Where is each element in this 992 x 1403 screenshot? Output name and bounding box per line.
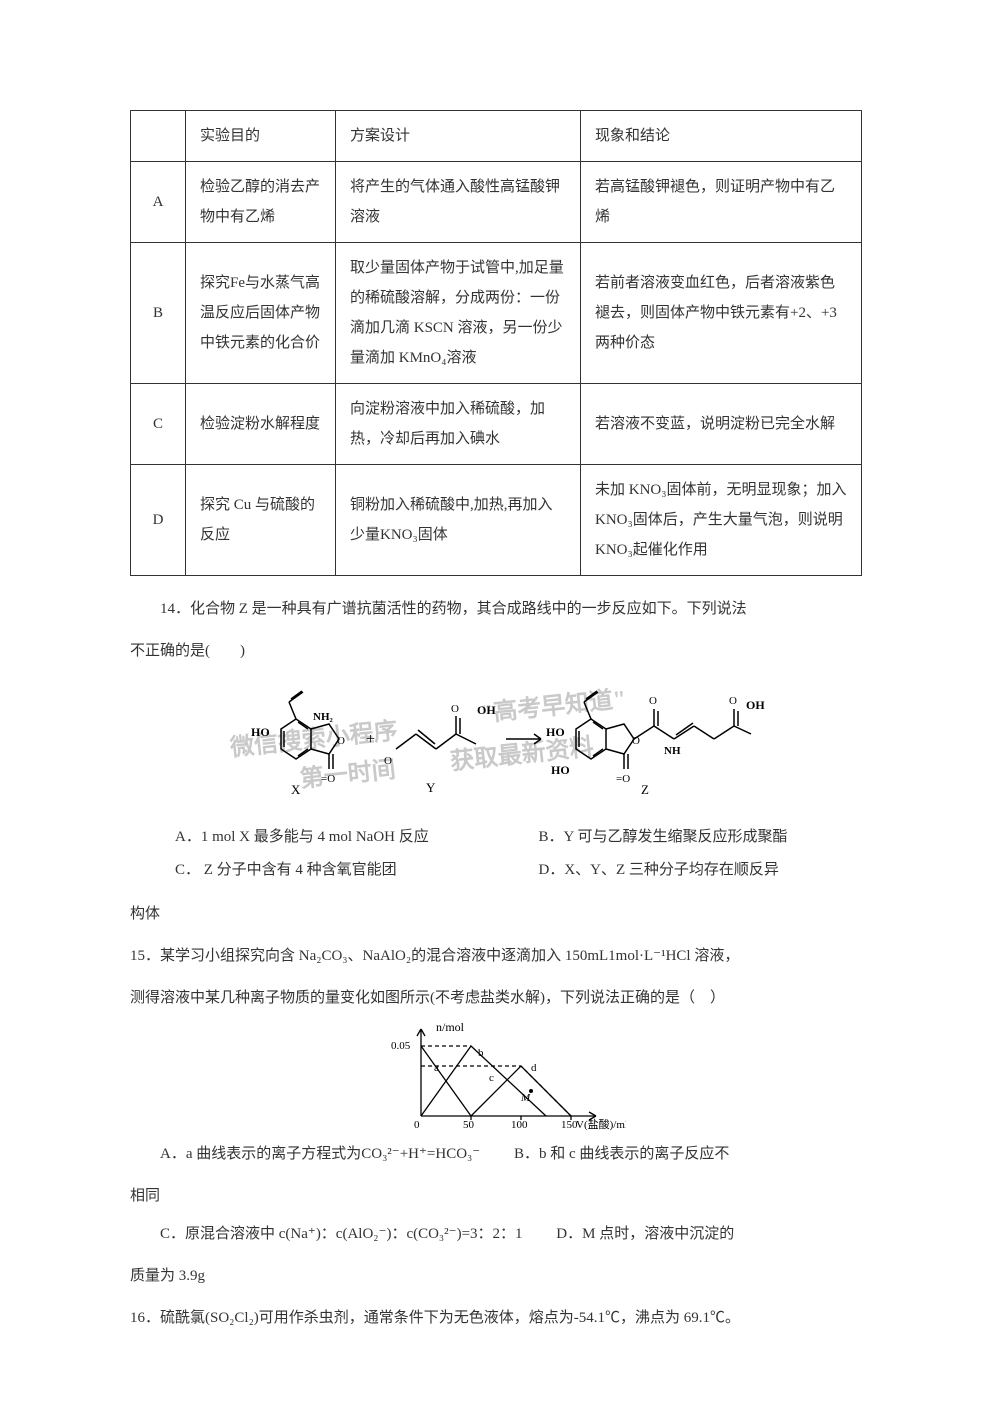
label-nh2: NH₂ — [313, 711, 334, 723]
label-o: =O — [321, 773, 335, 785]
q15-option-b: B．b 和 c 曲线表示的离子反应不 — [514, 1146, 729, 1162]
row-label: A — [131, 162, 186, 243]
row-design: 铜粉加入稀硫酸中,加热,再加入少量KNO₃固体 — [336, 465, 581, 576]
row-label: C — [131, 384, 186, 465]
q15-option-d: D．M 点时，溶液中沉淀的 — [556, 1226, 734, 1242]
row-purpose: 探究 Cu 与硫酸的反应 — [186, 465, 336, 576]
q15-option-c: C．原混合溶液中 c(Na⁺)：c(AlO₂⁻)：c(CO₃²⁻)=3：2：1 — [160, 1226, 523, 1242]
q15-stem2: 测得溶液中某几种离子物质的量变化如图所示(不考虑盐类水解)，下列说法正确的是（ … — [130, 983, 862, 1013]
graph-xtick: 0 — [414, 1119, 420, 1131]
graph-curve-label: a — [434, 1062, 439, 1074]
row-result: 若溶液不变蓝，说明淀粉已完全水解 — [581, 384, 862, 465]
label-o: O — [729, 695, 737, 707]
header-purpose: 实验目的 — [186, 111, 336, 162]
label-ho: HO — [251, 725, 270, 739]
graph-xtick: 100 — [511, 1119, 528, 1131]
q14-option-d: D．X、Y、Z 三种分子均存在顺反异 — [539, 854, 863, 887]
plus-sign: + — [366, 731, 375, 748]
header-label-cell — [131, 111, 186, 162]
label-z: Z — [641, 782, 649, 797]
q14-options-row1: A．1 mol X 最多能与 4 mol NaOH 反应 B．Y 可与乙醇发生缩… — [175, 821, 862, 854]
row-label: B — [131, 243, 186, 384]
table-row: D 探究 Cu 与硫酸的反应 铜粉加入稀硫酸中,加热,再加入少量KNO₃固体 未… — [131, 465, 862, 576]
q14-option-c: C． Z 分子中含有 4 种含氧官能团 — [175, 854, 499, 887]
label-o: O — [337, 735, 345, 747]
header-result: 现象和结论 — [581, 111, 862, 162]
q15-stem1: 15．某学习小组探究向含 Na₂CO₃、NaAlO₂的混合溶液中逐滴加入 150… — [130, 941, 862, 971]
graph-ylabel: n/mol — [436, 1021, 465, 1034]
graph-curve-label: d — [531, 1062, 537, 1074]
row-purpose: 探究Fe与水蒸气高温反应后固体产物中铁元素的化合价 — [186, 243, 336, 384]
label-o: O — [384, 755, 392, 767]
graph-point-m: M — [520, 1092, 531, 1104]
q14-option-b: B．Y 可与乙醇发生缩聚反应形成聚酯 — [539, 821, 863, 854]
row-label: D — [131, 465, 186, 576]
label-y: Y — [426, 780, 436, 795]
label-x: X — [291, 782, 301, 797]
label-o: O — [649, 695, 657, 707]
graph-ymax: 0.05 — [391, 1040, 411, 1052]
label-o: O — [451, 703, 459, 715]
row-design: 取少量固体产物于试管中,加足量的稀硫酸溶解，分成两份：一份滴加几滴 KSCN 溶… — [336, 243, 581, 384]
q15-option-b-cont: 相同 — [130, 1181, 862, 1211]
q14-options-row2: C． Z 分子中含有 4 种含氧官能团 D．X、Y、Z 三种分子均存在顺反异 — [175, 854, 862, 887]
row-purpose: 检验乙醇的消去产物中有乙烯 — [186, 162, 336, 243]
q14-diagram-container: "高考早知道" 微信搜索小程序 获取最新资料 第一时间 HO NH₂ O =O … — [130, 674, 862, 809]
label-ho: HO — [551, 763, 570, 777]
label-oh: OH — [477, 703, 496, 717]
graph-curve-label: c — [489, 1072, 494, 1084]
label-o: O — [632, 735, 640, 747]
experiment-table: 实验目的 方案设计 现象和结论 A 检验乙醇的消去产物中有乙烯 将产生的气体通入… — [130, 110, 862, 576]
label-oh: OH — [746, 698, 765, 712]
table-row: A 检验乙醇的消去产物中有乙烯 将产生的气体通入酸性高锰酸钾溶液 若高锰酸钾褪色… — [131, 162, 862, 243]
row-design: 将产生的气体通入酸性高锰酸钾溶液 — [336, 162, 581, 243]
header-design: 方案设计 — [336, 111, 581, 162]
q14-stem-line1: 14．化合物 Z 是一种具有广谱抗菌活性的药物，其合成路线中的一步反应如下。下列… — [130, 594, 862, 624]
graph-xlabel: V(盐酸)/mL — [576, 1117, 626, 1131]
row-design: 向淀粉溶液中加入稀硫酸，加热，冷却后再加入碘水 — [336, 384, 581, 465]
graph-curve-label: b — [478, 1047, 484, 1059]
table-row: B 探究Fe与水蒸气高温反应后固体产物中铁元素的化合价 取少量固体产物于试管中,… — [131, 243, 862, 384]
label-o: =O — [616, 773, 630, 785]
q15-option-line1: A．a 曲线表示的离子方程式为CO₃²⁻+H⁺=HCO₃⁻ B．b 和 c 曲线… — [130, 1139, 862, 1169]
graph-xtick: 50 — [463, 1119, 475, 1131]
row-result: 若前者溶液变血红色，后者溶液紫色褪去，则固体产物中铁元素有+2、+3 两种价态 — [581, 243, 862, 384]
q15-option-d-cont: 质量为 3.9g — [130, 1261, 862, 1291]
q16-stem: 16．硫酰氯(SO₂Cl₂)可用作杀虫剂，通常条件下为无色液体，熔点为-54.1… — [130, 1303, 862, 1333]
q14-stem-line2: 不正确的是( ) — [130, 636, 862, 666]
label-ho: HO — [546, 725, 565, 739]
row-result: 未加 KNO₃固体前，无明显现象；加入 KNO₃固体后，产生大量气泡，则说明KN… — [581, 465, 862, 576]
row-purpose: 检验淀粉水解程度 — [186, 384, 336, 465]
q14-option-d-cont: 构体 — [130, 899, 862, 929]
q15-option-a: A．a 曲线表示的离子方程式为CO₃²⁻+H⁺=HCO₃⁻ — [160, 1146, 480, 1162]
q15-graph: n/mol 0.05 0 50 100 150 V(盐酸)/mL a b c d… — [366, 1021, 626, 1131]
row-result: 若高锰酸钾褪色，则证明产物中有乙烯 — [581, 162, 862, 243]
q14-option-a: A．1 mol X 最多能与 4 mol NaOH 反应 — [175, 821, 499, 854]
label-nh: NH — [664, 745, 681, 757]
table-header-row: 实验目的 方案设计 现象和结论 — [131, 111, 862, 162]
chemistry-structure-diagram: HO NH₂ O =O X + O O OH Y — [221, 674, 771, 809]
table-row: C 检验淀粉水解程度 向淀粉溶液中加入稀硫酸，加热，冷却后再加入碘水 若溶液不变… — [131, 384, 862, 465]
graph-point-marker — [529, 1089, 533, 1093]
q15-option-line2: C．原混合溶液中 c(Na⁺)：c(AlO₂⁻)：c(CO₃²⁻)=3：2：1 … — [130, 1219, 862, 1249]
